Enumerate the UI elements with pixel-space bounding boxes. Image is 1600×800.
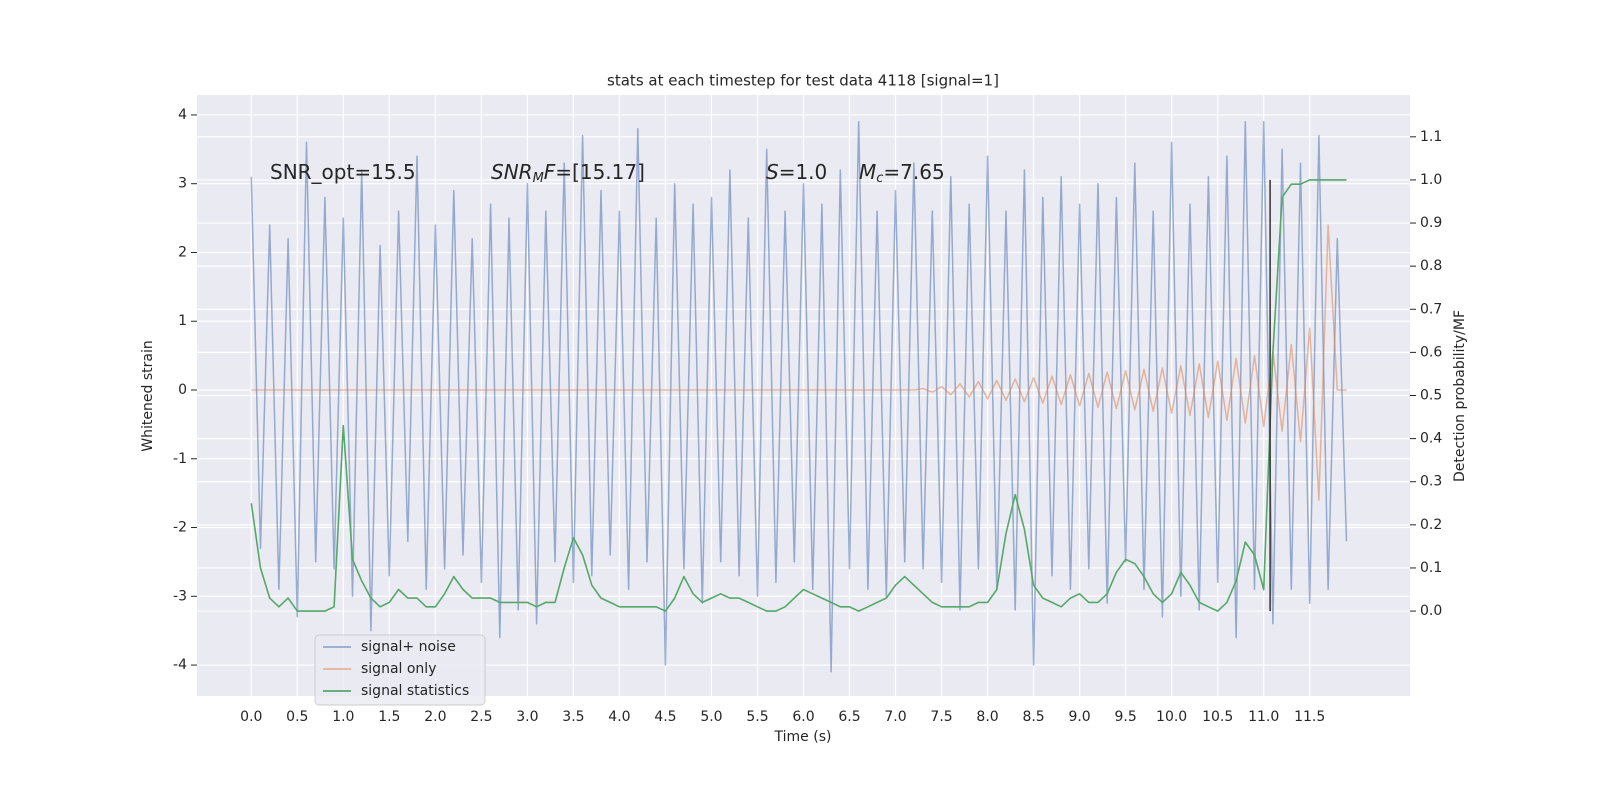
x-tick-label: 0.0 xyxy=(240,709,262,725)
chart-title: stats at each timestep for test data 411… xyxy=(607,72,999,90)
y-tick-label: 0 xyxy=(178,382,187,398)
annotation-part: M xyxy=(533,171,544,186)
y-tick-label: 1 xyxy=(178,313,187,329)
x-tick-label: 6.0 xyxy=(792,709,814,725)
x-tick-label: 11.5 xyxy=(1294,709,1325,725)
x-axis-label: Time (s) xyxy=(774,729,832,745)
x-tick-label: 7.0 xyxy=(884,709,906,725)
grid: 0.0 0.5 1.0 1.5 2.0 2.5 3.0 3.5 4.0 4.5 5.0 5.5 6.0 6… xyxy=(173,95,1442,725)
y-tick-label: 3 xyxy=(178,176,187,192)
y-tick-label: 2 xyxy=(178,244,187,260)
annotation-part: S xyxy=(766,160,779,184)
y-tick-label: -1 xyxy=(173,451,187,467)
legend-label: signal only xyxy=(361,661,436,677)
y-tick-label: -3 xyxy=(173,588,187,604)
x-tick-label: 9.5 xyxy=(1114,709,1136,725)
annotation-part: SNR_opt=15.5 xyxy=(270,160,416,184)
x-tick-label: 11.0 xyxy=(1248,709,1279,725)
y2-tick-label: 0.9 xyxy=(1420,215,1442,231)
y2-tick-label: 0.4 xyxy=(1420,431,1442,447)
x-tick-label: 1.5 xyxy=(378,709,400,725)
x-tick-label: 3.5 xyxy=(562,709,584,725)
legend: signal+ noise signal only signal statistic… xyxy=(314,634,486,706)
y2-tick-label: 0.3 xyxy=(1420,474,1442,490)
legend-label: signal statistics xyxy=(361,683,469,699)
x-tick-label: 1.0 xyxy=(332,709,354,725)
annotation-part: =[15.17] xyxy=(555,160,645,184)
legend-box xyxy=(314,634,486,706)
annotation: Mc=7.65 xyxy=(859,160,945,186)
annotation-part: c xyxy=(876,171,883,186)
y2-tick-label: 1.0 xyxy=(1420,172,1442,188)
y2-tick-label: 0.0 xyxy=(1420,603,1442,619)
series-line xyxy=(250,179,1347,612)
x-tick-label: 10.5 xyxy=(1202,709,1233,725)
series-line xyxy=(250,121,1348,673)
x-tick-label: 8.5 xyxy=(1022,709,1044,725)
x-tick-label: 10.0 xyxy=(1156,709,1187,725)
x-tick-label: 4.5 xyxy=(654,709,676,725)
x-tick-label: 8.0 xyxy=(976,709,998,725)
annotation-part: =1.0 xyxy=(779,160,828,184)
annotation-part: =7.65 xyxy=(883,160,944,184)
y2-axis-label: Detection probability/MF xyxy=(1452,310,1468,482)
y2-tick-label: 0.7 xyxy=(1420,301,1442,317)
x-tick-label: 2.5 xyxy=(470,709,492,725)
x-tick-label: 9.0 xyxy=(1068,709,1090,725)
annotation: S=1.0 xyxy=(766,160,827,184)
y2-tick-label: 0.6 xyxy=(1420,344,1442,360)
x-tick-label: 5.5 xyxy=(746,709,768,725)
annotation-part: F xyxy=(544,160,556,184)
y2-tick-label: 0.2 xyxy=(1420,517,1442,533)
y2-tick-label: 0.5 xyxy=(1420,388,1442,404)
x-tick-label: 6.5 xyxy=(838,709,860,725)
x-tick-label: 2.0 xyxy=(424,709,446,725)
annotation-part: SNR xyxy=(491,160,533,184)
x-tick-label: 5.0 xyxy=(700,709,722,725)
annotation: SNRMF=[15.17] xyxy=(491,160,645,186)
legend-label: signal+ noise xyxy=(361,639,456,655)
x-tick-label: 0.5 xyxy=(286,709,308,725)
annotation: SNR_opt=15.5 xyxy=(270,160,416,184)
y2-tick-label: 1.1 xyxy=(1420,129,1442,145)
y-tick-label: -2 xyxy=(173,520,187,536)
x-tick-label: 4.0 xyxy=(608,709,630,725)
annotations: SNR_opt=15.5 SNRMF=[15.17] S=1.0 Mc=7.65 xyxy=(270,160,945,186)
y2-tick-label: 0.8 xyxy=(1420,258,1442,274)
y-tick-label: -4 xyxy=(173,657,187,673)
y2-tick-label: 0.1 xyxy=(1420,560,1442,576)
x-tick-label: 3.0 xyxy=(516,709,538,725)
y-axis-label: Whitened strain xyxy=(140,340,156,451)
annotation-part: M xyxy=(859,160,876,184)
series-line xyxy=(251,224,1347,501)
y-tick-label: 4 xyxy=(178,107,187,123)
x-tick-label: 7.5 xyxy=(930,709,952,725)
marks xyxy=(250,121,1348,673)
